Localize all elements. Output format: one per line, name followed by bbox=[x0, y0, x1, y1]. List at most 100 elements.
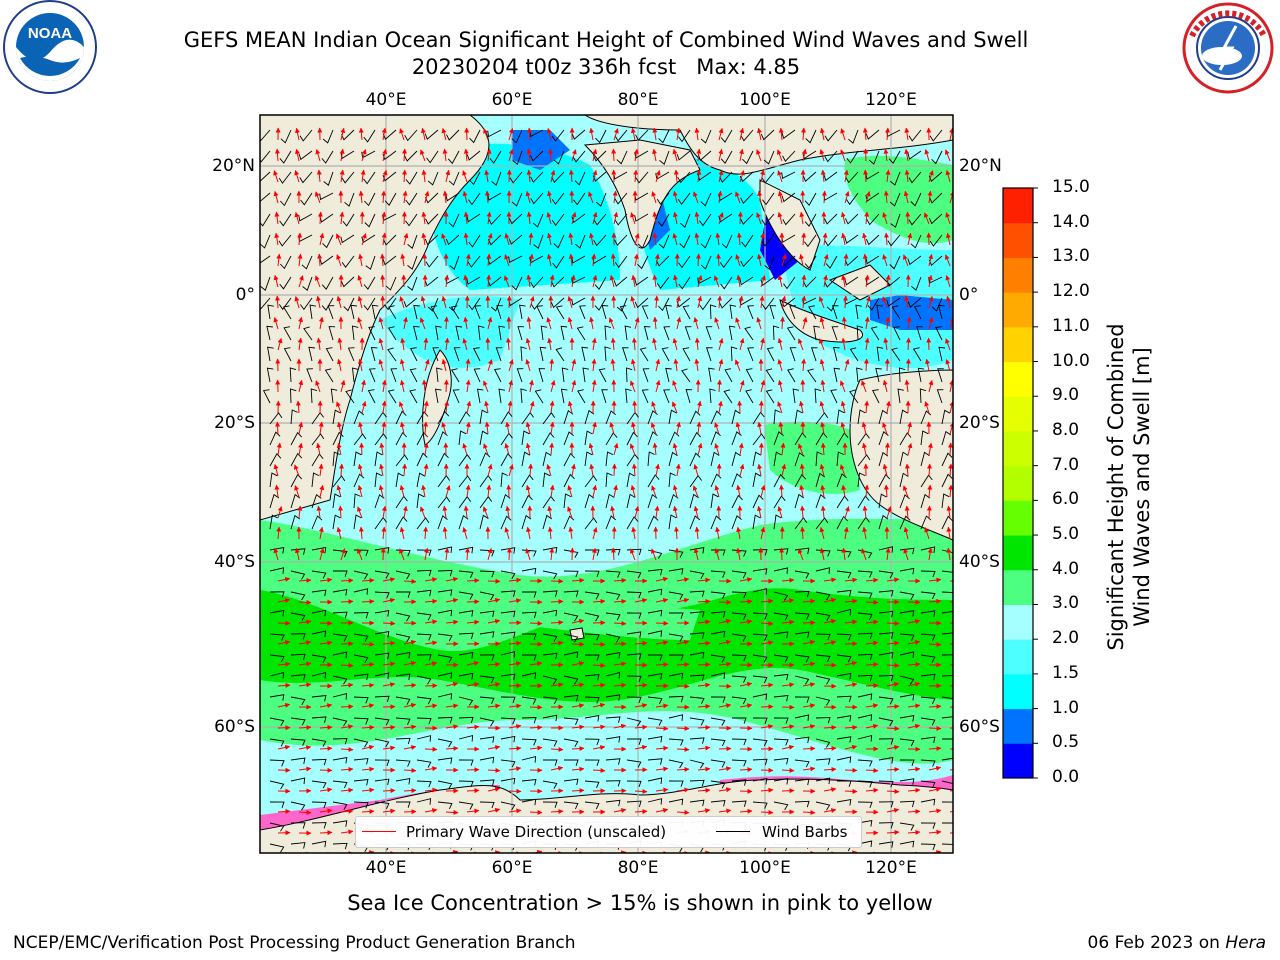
wind-barb bbox=[647, 777, 663, 785]
wind-barb bbox=[878, 514, 889, 530]
wind-barb bbox=[404, 129, 418, 142]
wind-barb bbox=[407, 234, 418, 249]
wave-direction-arrow bbox=[402, 169, 407, 183]
lat-label-right: 20°N bbox=[959, 156, 1002, 176]
wave-direction-arrow bbox=[340, 127, 346, 141]
wind-barb bbox=[306, 368, 313, 383]
wind-barb bbox=[920, 570, 936, 578]
wind-barb bbox=[449, 255, 460, 270]
wind-barb bbox=[332, 409, 341, 425]
wind-barb bbox=[621, 347, 629, 362]
wind-barb bbox=[521, 611, 537, 619]
wind-barb bbox=[729, 304, 737, 320]
colorbar-segment bbox=[1003, 708, 1033, 744]
wind-barb bbox=[605, 472, 613, 488]
wind-barb bbox=[677, 192, 691, 205]
wind-barb bbox=[448, 171, 460, 186]
wind-barb bbox=[473, 368, 481, 383]
wind-barb bbox=[899, 715, 915, 722]
wind-barb bbox=[937, 368, 944, 383]
wind-barb bbox=[279, 255, 292, 270]
colorbar-tick-label: 12.0 bbox=[1052, 281, 1090, 302]
wind-barb bbox=[815, 412, 829, 425]
wind-barb bbox=[794, 493, 805, 509]
wave-direction-arrow bbox=[571, 641, 585, 647]
wind-barb bbox=[458, 652, 474, 659]
wind-barb bbox=[563, 409, 574, 425]
wind-barb bbox=[678, 276, 691, 290]
wind-barb bbox=[311, 840, 327, 848]
wave-direction-arrow bbox=[380, 274, 386, 288]
wind-barb bbox=[395, 454, 409, 467]
wind-barb bbox=[920, 451, 930, 467]
wave-direction-arrow bbox=[529, 704, 543, 710]
wave-direction-legend-line bbox=[362, 831, 396, 832]
wind-barb bbox=[511, 192, 523, 207]
wave-direction-arrow bbox=[571, 746, 585, 752]
wind-barb bbox=[311, 654, 327, 663]
wind-barb bbox=[487, 192, 502, 201]
wind-barb bbox=[705, 326, 713, 341]
wind-barb bbox=[343, 297, 355, 312]
wind-barb bbox=[685, 389, 693, 404]
wind-barb bbox=[290, 452, 303, 467]
wind-barb bbox=[332, 514, 341, 530]
wind-barb bbox=[551, 129, 565, 142]
wave-direction-arrow bbox=[632, 400, 638, 414]
wind-barb bbox=[647, 798, 663, 805]
wave-direction-arrow bbox=[840, 149, 846, 162]
wind-barb bbox=[752, 777, 768, 785]
wave-direction-arrow bbox=[760, 809, 774, 815]
wind-barb bbox=[458, 801, 474, 810]
wind-barb bbox=[668, 549, 684, 558]
wave-direction-arrow bbox=[779, 547, 785, 561]
wind-barb bbox=[815, 517, 829, 530]
wind-barb bbox=[330, 388, 338, 404]
wave-direction-arrow bbox=[789, 851, 795, 853]
wind-barb bbox=[341, 171, 355, 184]
wind-barb bbox=[413, 304, 420, 320]
wind-barb bbox=[479, 756, 495, 764]
wind-barb bbox=[656, 276, 670, 289]
wind-barb bbox=[458, 546, 474, 554]
wind-barb bbox=[752, 588, 768, 595]
colorbar-segment bbox=[1003, 361, 1033, 397]
wind-barb bbox=[647, 410, 658, 425]
wind-barb bbox=[437, 589, 453, 596]
wind-barb bbox=[437, 672, 453, 679]
wind-barb bbox=[521, 567, 537, 575]
wind-barb bbox=[857, 454, 871, 467]
wind-barb bbox=[752, 494, 764, 509]
wave-direction-arrow bbox=[527, 127, 532, 141]
wave-direction-arrow bbox=[382, 620, 396, 626]
wind-barb bbox=[328, 326, 336, 341]
wave-direction-arrow bbox=[508, 683, 522, 689]
wave-direction-arrow bbox=[550, 746, 564, 752]
wind-barb bbox=[374, 672, 390, 680]
wind-barb bbox=[278, 297, 292, 311]
wind-barb bbox=[311, 589, 327, 597]
wind-barb bbox=[773, 495, 786, 509]
wind-barb bbox=[290, 473, 303, 488]
wave-direction-arrow bbox=[718, 127, 724, 141]
wind-barb bbox=[752, 612, 768, 620]
wind-barb bbox=[458, 716, 474, 724]
wind-barb bbox=[563, 452, 576, 467]
wave-direction-arrow bbox=[904, 148, 910, 162]
wind-barb bbox=[878, 717, 894, 727]
wind-barb bbox=[647, 735, 663, 743]
wind-barb bbox=[521, 430, 530, 446]
wind-barb bbox=[290, 633, 306, 640]
wind-barb bbox=[395, 570, 411, 580]
wave-direction-arrow bbox=[676, 725, 690, 731]
wind-barb bbox=[668, 493, 679, 509]
wind-barb bbox=[710, 780, 726, 789]
wind-barb bbox=[260, 192, 271, 202]
sea-ice-note: Sea Ice Concentration > 15% is shown in … bbox=[347, 891, 933, 915]
wind-barb bbox=[634, 213, 649, 222]
colorbar-segment bbox=[1003, 222, 1033, 258]
wind-barb bbox=[403, 297, 418, 308]
wind-barb bbox=[374, 778, 390, 786]
wave-direction-arrow bbox=[294, 170, 300, 183]
wind-barb bbox=[627, 738, 642, 745]
